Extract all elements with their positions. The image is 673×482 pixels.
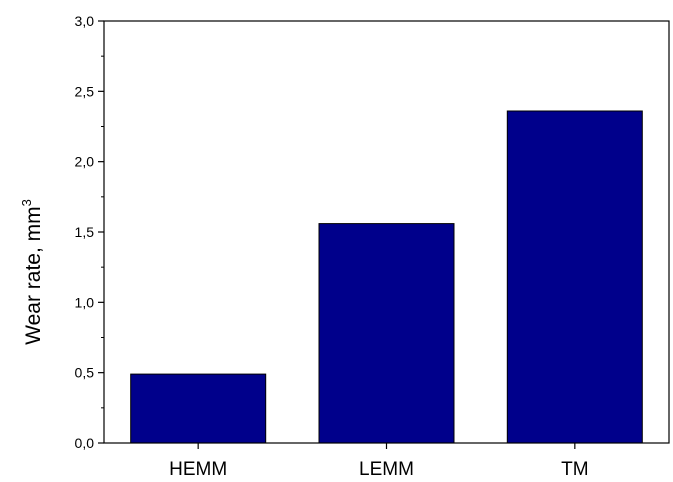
x-tick-label: LEMM: [359, 459, 414, 480]
y-tick-label: 1,0: [75, 294, 95, 310]
y-axis-title-text: Wear rate, mm: [22, 206, 45, 344]
y-tick-label: 0,0: [75, 435, 95, 451]
x-tick-label: HEMM: [169, 459, 227, 480]
y-tick-label: 0,5: [75, 365, 95, 381]
y-axis-title-superscript: 3: [19, 199, 34, 206]
bar-lemm: [318, 223, 455, 444]
x-axis-labels: HEMM LEMM TM: [169, 459, 588, 480]
bar-tm: [506, 110, 643, 444]
y-axis-ticks: 0,0 0,5 1,0 1,5 2,0 2,5 3,0: [75, 13, 576, 451]
y-tick-label: 2,0: [75, 154, 95, 170]
y-tick-label: 3,0: [75, 13, 95, 29]
x-tick-label: TM: [561, 459, 588, 480]
y-axis-title: Wear rate, mm3: [19, 199, 45, 345]
y-tick-label: 2,5: [75, 83, 95, 99]
bars-group: [130, 110, 643, 444]
y-tick-label: 1,5: [75, 224, 95, 240]
bar-hemm: [130, 373, 267, 444]
